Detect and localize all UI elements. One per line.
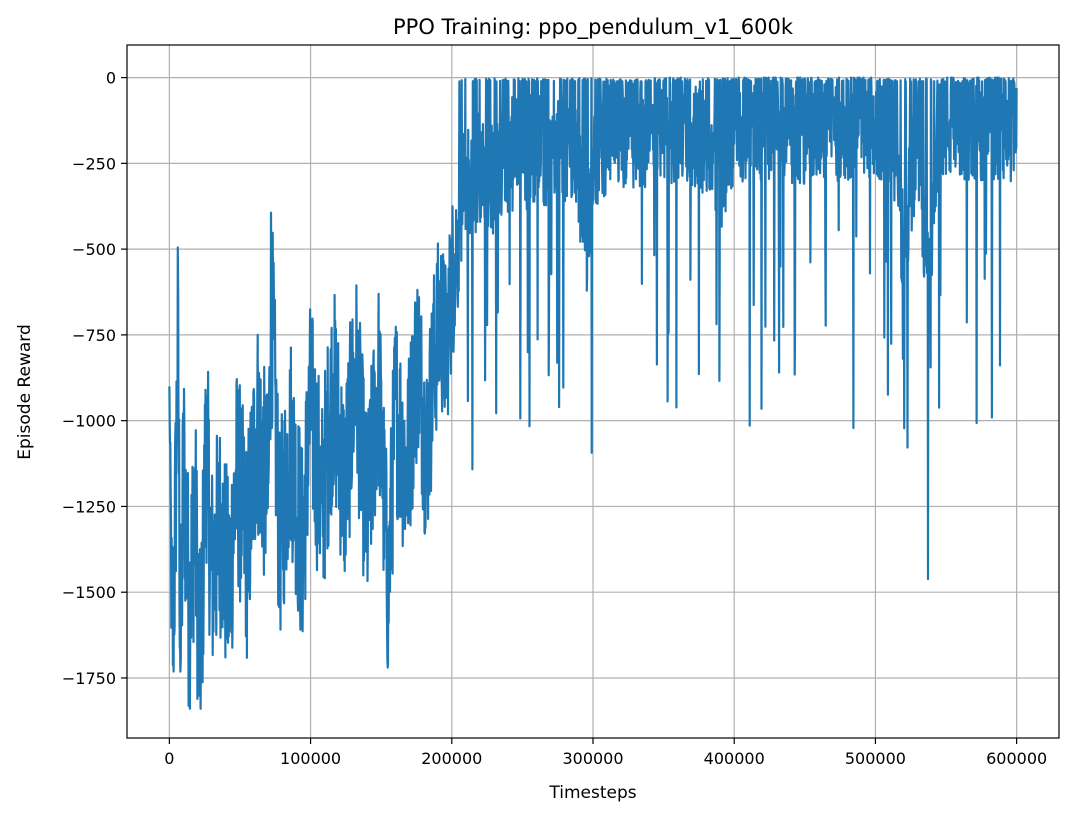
y-tick-label: −500 [72, 240, 116, 259]
series-group [168, 76, 1018, 710]
x-axis-label: Timesteps [548, 783, 636, 803]
y-axis-label: Episode Reward [15, 324, 35, 459]
x-tick-label: 300000 [562, 749, 623, 768]
x-tick-label: 200000 [421, 749, 482, 768]
y-tick-label: −750 [72, 326, 116, 345]
x-tick-label: 400000 [704, 749, 765, 768]
x-tick-label: 500000 [845, 749, 906, 768]
y-tick-label: −1500 [62, 583, 116, 602]
series-line-episode-reward [168, 76, 1018, 710]
x-tick-label: 0 [164, 749, 174, 768]
x-tick-label: 600000 [986, 749, 1047, 768]
y-axis-ticks: 0 −250 −500 −750 −1000 −1250 −1500 −1750 [62, 69, 127, 688]
x-axis-ticks: 0 100000 200000 300000 400000 500000 600000 [164, 738, 1047, 768]
y-tick-label: −1750 [62, 669, 116, 688]
x-tick-label: 100000 [280, 749, 341, 768]
y-tick-label: −250 [72, 154, 116, 173]
y-tick-label: −1000 [62, 412, 116, 431]
y-tick-label: 0 [106, 69, 116, 88]
y-tick-label: −1250 [62, 497, 116, 516]
chart-title: PPO Training: ppo_pendulum_v1_600k [393, 15, 794, 40]
